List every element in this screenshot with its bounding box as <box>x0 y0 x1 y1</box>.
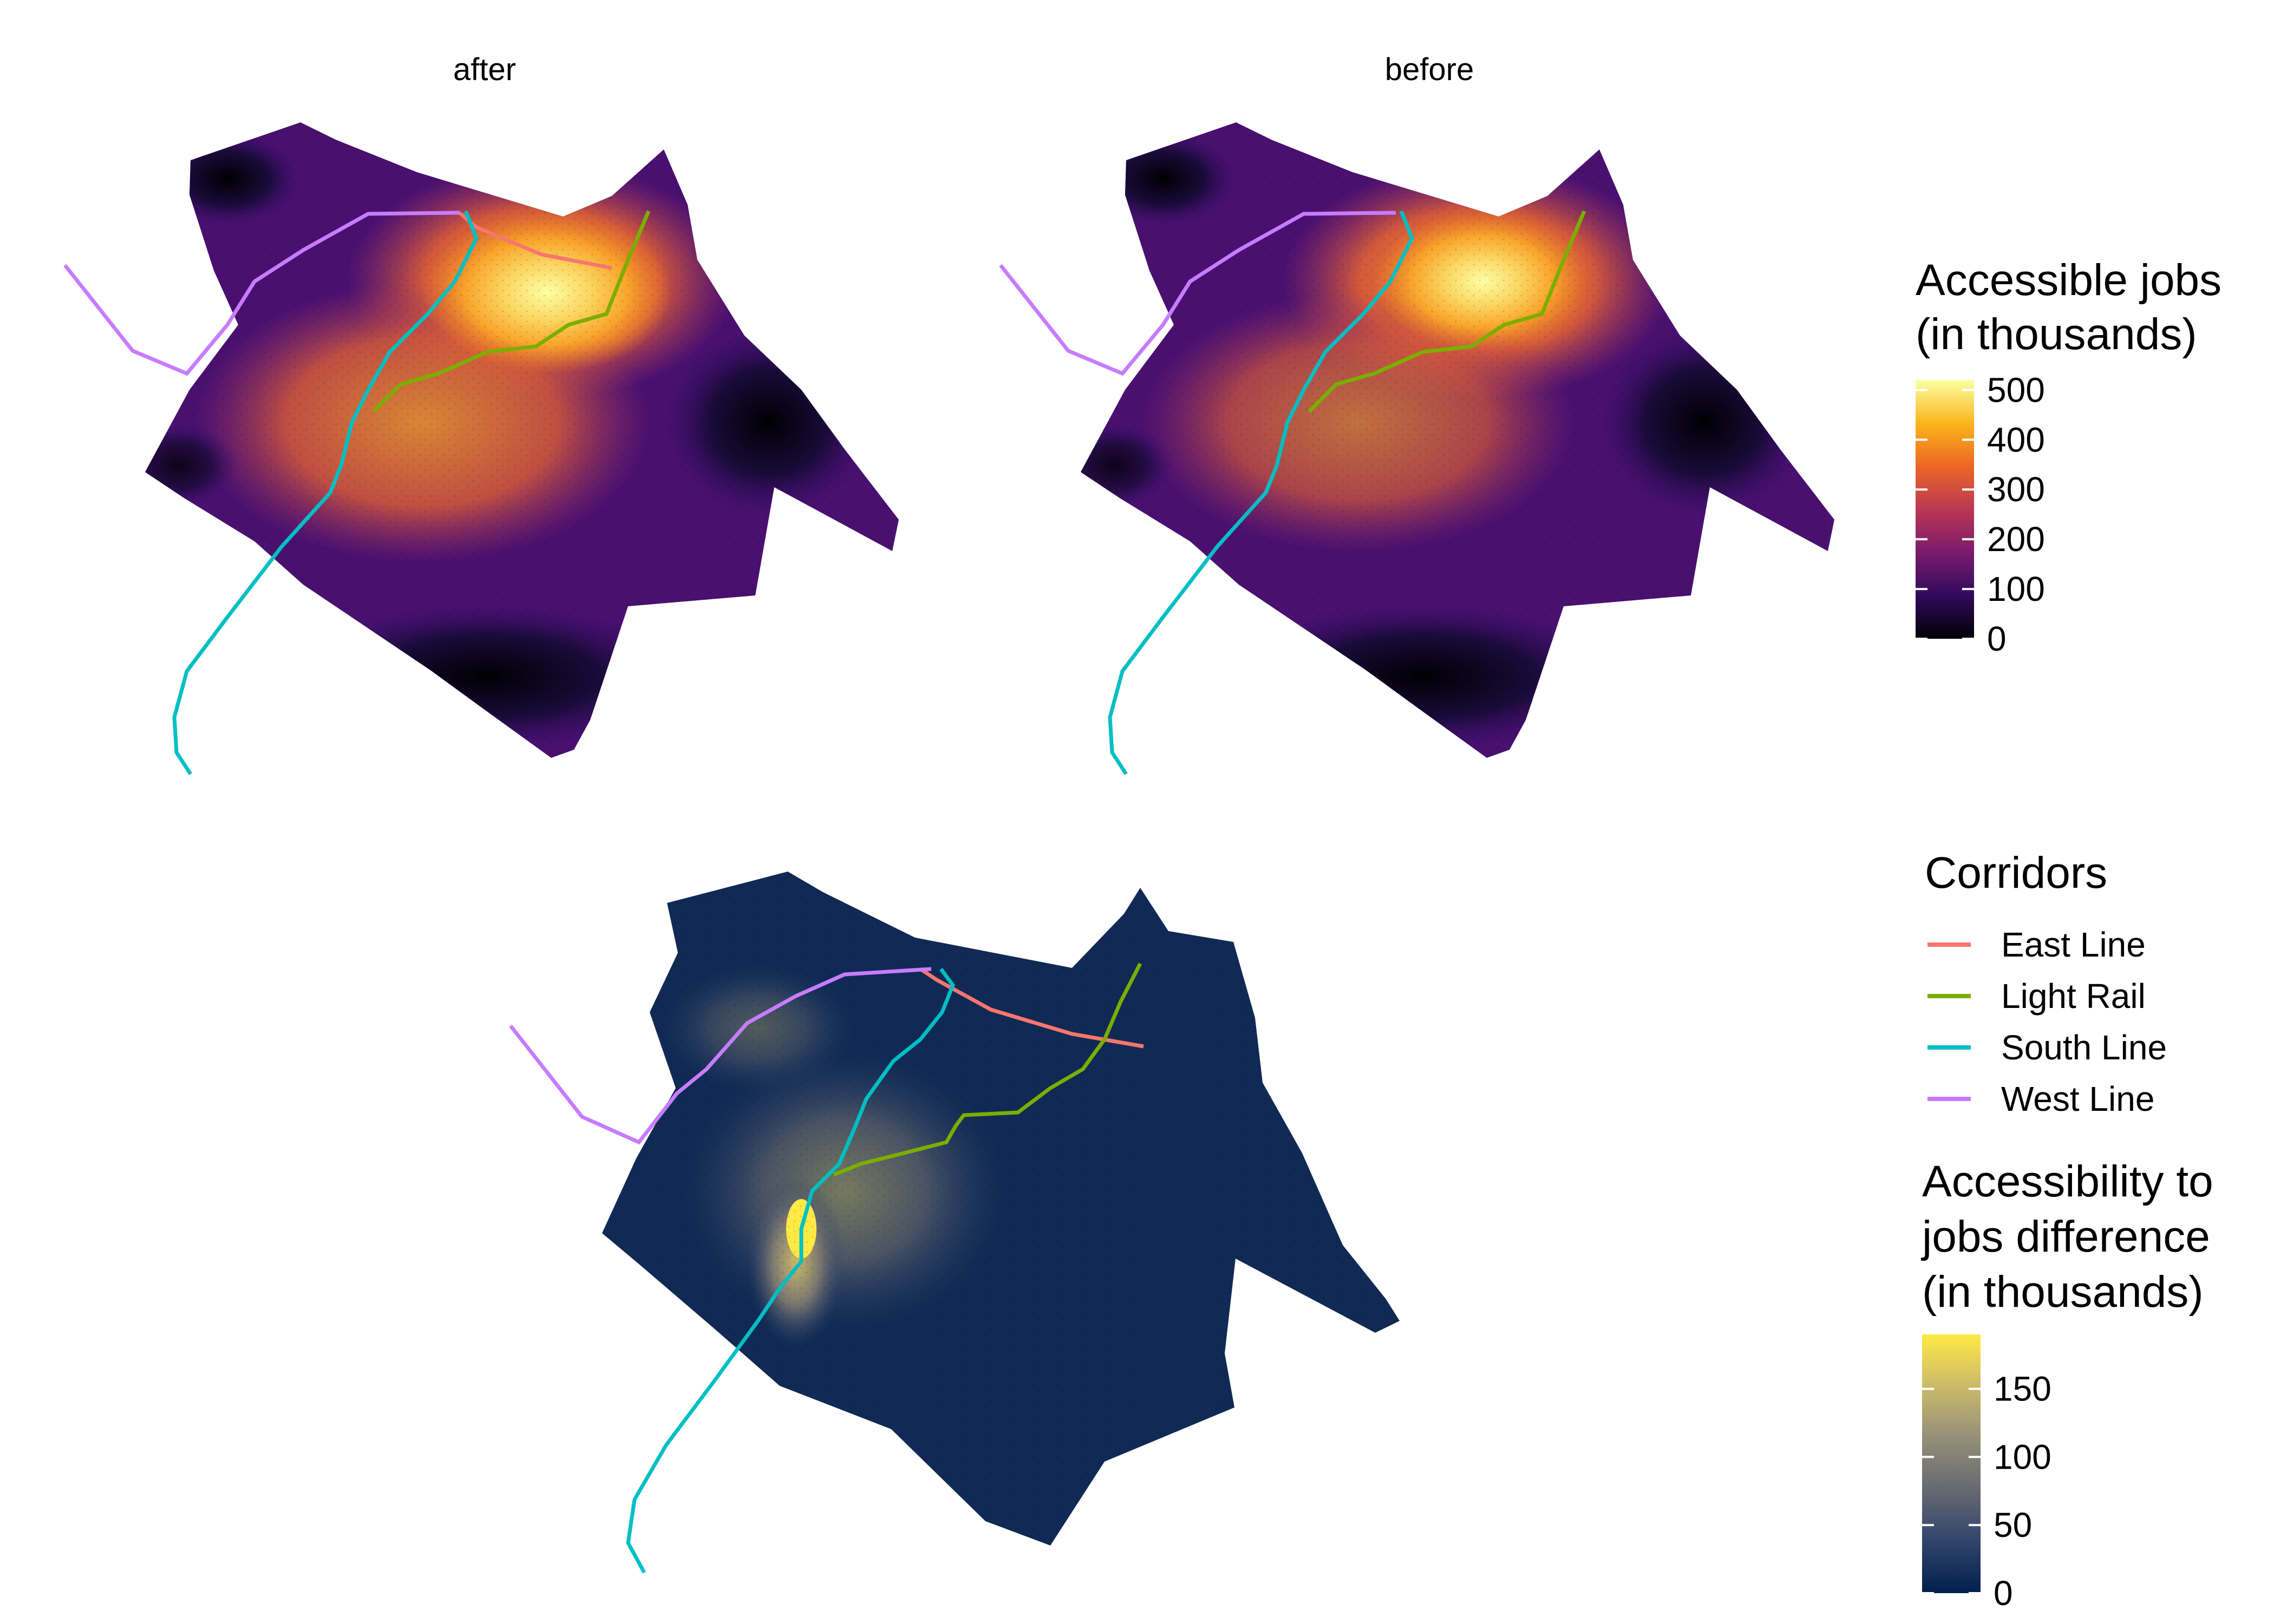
corridor-west-line <box>509 967 932 1145</box>
legend-tick-label: 400 <box>1987 420 2045 459</box>
legend-tick-label: 100 <box>1994 1437 2051 1476</box>
panel-title-after: after <box>453 52 516 87</box>
legend-tick-label: 300 <box>1987 470 2045 509</box>
legend-corridor-items: East Line Light Rail South Line West Line <box>1927 925 2167 1118</box>
legend-jobs-colorbar <box>1916 380 1974 639</box>
map-difference <box>509 872 1400 1574</box>
corridor-south-line <box>172 210 479 775</box>
panel-title-before: before <box>1385 52 1474 87</box>
legend-corridors: Corridors East Line Light Rail South Line W… <box>1925 848 2167 1118</box>
map-after <box>63 122 899 775</box>
legend-tick-label: 150 <box>1994 1370 2051 1409</box>
legend-corridor-label: West Line <box>2001 1079 2154 1118</box>
legend-tick-label: 50 <box>1994 1505 2032 1544</box>
corridor-light-rail <box>1308 210 1586 413</box>
legend-corridors-title: Corridors <box>1925 848 2107 898</box>
legend-diff-title-line1: Accessibility to <box>1922 1157 2213 1206</box>
corridor-east-line <box>919 967 1144 1049</box>
corridor-south-line <box>626 967 955 1574</box>
map-before <box>999 122 1834 775</box>
legend-diff-ticks: 150 100 50 0 <box>1922 1370 2051 1613</box>
legend-jobs-title-line1: Accessible jobs <box>1916 256 2221 305</box>
legend-diff-title-line2: jobs difference <box>1921 1212 2210 1261</box>
legend-tick-label: 500 <box>1987 370 2045 409</box>
legend-corridor-label: East Line <box>2001 925 2146 964</box>
corridor-light-rail <box>833 962 1142 1177</box>
legend-tick-label: 200 <box>1987 520 2045 559</box>
corridor-south-line <box>1108 210 1414 775</box>
legend-tick-label: 100 <box>1987 569 2045 608</box>
legend-diff-colorbar <box>1922 1334 1981 1593</box>
legend-difference: Accessibility to jobs difference (in tho… <box>1921 1157 2213 1613</box>
legend-corridor-label: Light Rail <box>2001 977 2146 1016</box>
corridor-west-line <box>63 211 461 376</box>
legend-jobs-title-line2: (in thousands) <box>1916 310 2197 359</box>
corridor-west-line <box>999 211 1396 376</box>
legend-corridor-label: South Line <box>2001 1028 2167 1067</box>
legend-jobs-ticks: 500 400 300 200 100 0 <box>1916 370 2045 658</box>
corridor-light-rail <box>372 210 651 413</box>
legend-tick-label: 0 <box>1994 1574 2013 1613</box>
legend-tick-label: 0 <box>1987 619 2007 658</box>
legend-diff-title-line3: (in thousands) <box>1922 1267 2204 1317</box>
legend-accessible-jobs: Accessible jobs (in thousands) 500 400 300… <box>1916 256 2221 658</box>
